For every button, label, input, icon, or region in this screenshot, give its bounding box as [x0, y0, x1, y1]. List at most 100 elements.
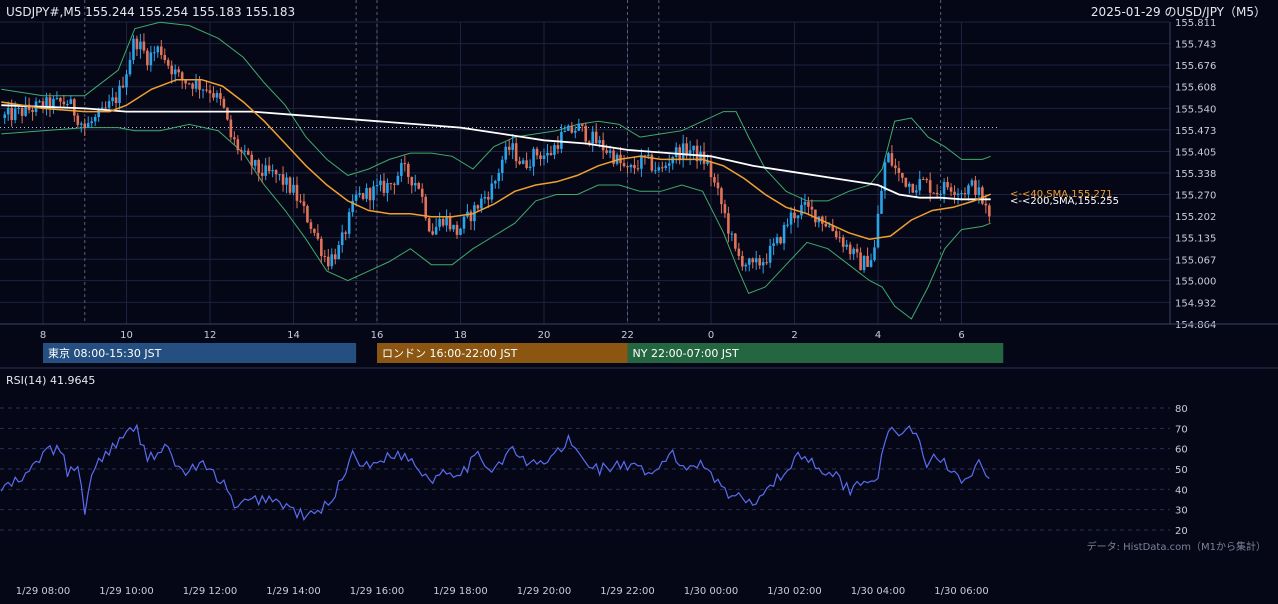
- candle-body: [97, 109, 100, 117]
- bollinger-bands: [1, 21, 991, 320]
- time-tick-label: 1/30 06:00: [934, 586, 988, 597]
- time-tick-label: 1/29 16:00: [350, 586, 404, 597]
- candle-body: [260, 172, 264, 176]
- candle-body: [650, 154, 654, 171]
- candle-body: [79, 123, 83, 125]
- candle-body: [956, 193, 960, 196]
- candle-body: [10, 107, 13, 121]
- candle-body: [45, 97, 48, 109]
- candle-body: [800, 204, 803, 216]
- candle-body: [570, 125, 574, 133]
- price-tick-label: 155.811: [1175, 18, 1216, 29]
- candle-body: [410, 176, 414, 186]
- candle-body: [553, 145, 556, 155]
- candle-body: [963, 193, 967, 195]
- candle-body: [970, 180, 974, 186]
- candle-body: [198, 80, 201, 90]
- candle-body: [83, 123, 87, 128]
- price-tick-label: 155.202: [1175, 212, 1216, 223]
- candle-body: [462, 216, 466, 229]
- candle-body: [306, 206, 309, 223]
- candle-body: [897, 168, 901, 173]
- candle-body: [264, 165, 267, 176]
- candle-body: [768, 245, 772, 263]
- candle-body: [574, 130, 577, 133]
- candle-body: [41, 101, 45, 109]
- candle-body: [935, 192, 939, 195]
- candle-body: [841, 237, 845, 247]
- candle-body: [852, 248, 855, 255]
- candle-body: [647, 154, 650, 157]
- candle-body: [702, 151, 706, 164]
- candle-body: [601, 140, 605, 151]
- candle-body: [396, 175, 400, 185]
- candle-body: [918, 179, 922, 191]
- candle-body: [118, 85, 121, 103]
- candle-body: [180, 72, 184, 81]
- candle-body: [528, 166, 532, 168]
- candle-body: [316, 232, 320, 239]
- candle-body: [309, 222, 313, 229]
- candle-body: [441, 218, 445, 226]
- rsi-tick-label: 70: [1175, 424, 1188, 435]
- candle-body: [521, 160, 525, 164]
- candle-body: [953, 191, 956, 196]
- candle-body: [727, 213, 730, 234]
- candle-body: [201, 89, 205, 91]
- candle-body: [483, 196, 487, 199]
- candle-body: [584, 125, 588, 142]
- candle-body: [337, 245, 341, 260]
- candle-body: [977, 187, 981, 195]
- candle-body: [86, 123, 90, 128]
- candle-body: [125, 74, 128, 88]
- session-ny-bar: [627, 343, 1004, 363]
- candle-body: [445, 217, 448, 226]
- candle-body: [758, 258, 762, 266]
- candle-body: [326, 256, 330, 267]
- price-tick-label: 155.608: [1175, 83, 1216, 94]
- candle-body: [135, 38, 139, 50]
- candle-body: [17, 107, 20, 109]
- candle-body: [591, 131, 595, 144]
- candle-body: [52, 98, 55, 109]
- candle-body: [890, 153, 894, 166]
- candle-body: [657, 167, 661, 171]
- candle-body: [448, 217, 452, 230]
- time-tick-label: 1/30 02:00: [767, 586, 821, 597]
- candle-body: [810, 206, 814, 210]
- candle-body: [267, 165, 271, 172]
- candle-body: [372, 186, 375, 201]
- rsi-tick-label: 30: [1175, 506, 1188, 517]
- hour-tick-label: 22: [621, 330, 634, 341]
- candle-body: [340, 232, 344, 246]
- time-tick-label: 1/29 10:00: [99, 586, 153, 597]
- candle-body: [660, 167, 664, 169]
- candle-body: [873, 247, 876, 261]
- candle-body: [827, 225, 831, 227]
- candle-body: [577, 124, 581, 131]
- candle-body: [431, 231, 434, 235]
- candle-body: [887, 153, 890, 163]
- price-tick-label: 155.473: [1175, 126, 1216, 137]
- candle-body: [681, 143, 685, 160]
- candle-body: [215, 93, 219, 98]
- candle-body: [546, 152, 549, 156]
- candle-body: [146, 50, 149, 66]
- rsi-line: [0, 423, 990, 522]
- candle-body: [744, 264, 748, 267]
- candle-body: [153, 52, 156, 54]
- candle-body: [274, 170, 278, 175]
- candle-body: [438, 218, 441, 227]
- source-note: データ: HistData.com（M1から集計）: [1087, 540, 1266, 553]
- candle-body: [692, 145, 695, 151]
- candle-body: [807, 201, 810, 207]
- candle-body: [386, 183, 389, 193]
- candle-body: [775, 237, 779, 244]
- candle-body: [883, 162, 887, 191]
- candle-body: [834, 231, 838, 238]
- candle-body: [243, 150, 247, 152]
- candle-body: [229, 119, 233, 138]
- candle-body: [796, 215, 800, 219]
- candle-body: [114, 97, 118, 103]
